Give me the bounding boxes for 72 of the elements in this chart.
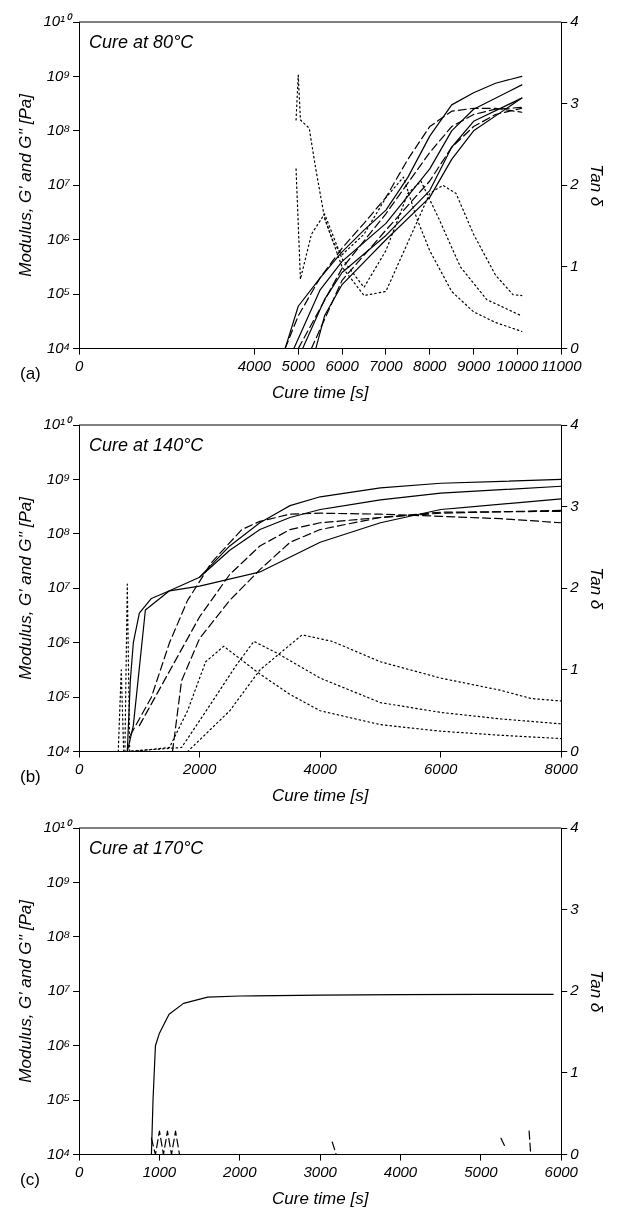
annotation: Cure at 140°C: [89, 435, 205, 455]
y2-axis-title: Tan δ: [587, 970, 607, 1013]
y2-tick-label: 4: [570, 818, 579, 836]
x-axis-title: Cure time [s]: [271, 382, 370, 402]
y2-tick-label: 0: [570, 338, 580, 356]
y-tick-label: 10¹⁰: [43, 818, 74, 836]
y2-tick-label: 3: [570, 496, 580, 514]
x-tick-label: 9000: [456, 356, 491, 374]
y-tick-label: 10⁴: [46, 741, 71, 759]
annotation: Cure at 170°C: [89, 838, 205, 858]
y2-tick-label: 4: [570, 415, 579, 433]
y-tick-label: 10⁹: [46, 469, 71, 487]
y2-axis-title: Tan δ: [587, 567, 607, 610]
y-tick-label: 10⁶: [47, 1035, 71, 1053]
x-tick-label: 0: [74, 759, 84, 777]
y-tick-label: 10⁸: [46, 121, 71, 139]
annotation: Cure at 80°C: [89, 32, 195, 52]
x-tick-label: 4000: [303, 759, 338, 777]
x-tick-label: 2000: [181, 759, 217, 777]
y2-tick-label: 4: [570, 12, 579, 30]
text: (c): [20, 1170, 40, 1190]
y-tick-label: 10⁷: [47, 578, 71, 596]
x-tick-label: 0: [74, 356, 84, 374]
y-tick-label: 10⁵: [47, 1090, 71, 1108]
x-axis-title: Cure time [s]: [271, 1188, 370, 1208]
y-tick-label: 10⁵: [47, 284, 71, 302]
x-tick-label: 6000: [424, 759, 459, 777]
x-tick-label: 3000: [303, 1162, 338, 1180]
x-tick-label: 5000: [281, 356, 316, 374]
y2-tick-label: 1: [570, 660, 579, 678]
text: (a): [20, 364, 41, 384]
x-tick-label: 7000: [369, 356, 404, 374]
y-tick-label: 10⁹: [46, 66, 71, 84]
y-tick-label: 10¹⁰: [43, 12, 74, 30]
y-tick-label: 10⁷: [47, 981, 71, 999]
x-tick-label: 6000: [325, 356, 360, 374]
y2-tick-label: 1: [570, 257, 579, 275]
x-tick-label: 1000: [142, 1162, 177, 1180]
y2-tick-label: 1: [570, 1063, 579, 1081]
x-tick-label: 6000: [544, 1162, 579, 1180]
y2-tick-label: 2: [569, 981, 580, 999]
y-axis-title: Modulus, G' and G'' [Pa]: [15, 92, 35, 277]
y2-tick-label: 3: [570, 899, 580, 917]
x-tick-label: 4000: [237, 356, 272, 374]
y-axis-title: Modulus, G' and G'' [Pa]: [15, 495, 35, 680]
x-tick-label: 11000: [540, 356, 583, 374]
y-axis-title: Modulus, G' and G'' [Pa]: [15, 898, 35, 1083]
text: (b): [20, 767, 41, 787]
x-tick-label: 4000: [383, 1162, 418, 1180]
y-tick-label: 10⁶: [47, 632, 71, 650]
y-tick-label: 10¹⁰: [43, 415, 74, 433]
x-tick-label: 2000: [222, 1162, 258, 1180]
y-tick-label: 10⁵: [47, 687, 71, 705]
y2-tick-label: 2: [569, 175, 580, 193]
x-tick-label: 8000: [413, 356, 448, 374]
x-tick-label: 8000: [544, 759, 579, 777]
x-axis-title: Cure time [s]: [271, 785, 370, 805]
y2-tick-label: 2: [569, 578, 580, 596]
y-tick-label: 10⁴: [46, 1144, 71, 1162]
y-tick-label: 10⁷: [47, 175, 71, 193]
y-tick-label: 10⁹: [46, 872, 71, 890]
y-tick-label: 10⁴: [46, 338, 71, 356]
y-tick-label: 10⁶: [47, 229, 71, 247]
y2-tick-label: 0: [570, 1144, 580, 1162]
y-tick-label: 10⁸: [46, 927, 71, 945]
x-tick-label: 5000: [464, 1162, 499, 1180]
x-tick-label: 0: [74, 1162, 84, 1180]
y2-axis-title: Tan δ: [587, 164, 607, 207]
y2-tick-label: 0: [570, 741, 580, 759]
x-tick-label: 10000: [496, 356, 539, 374]
y-tick-label: 10⁸: [46, 524, 71, 542]
y2-tick-label: 3: [570, 93, 580, 111]
